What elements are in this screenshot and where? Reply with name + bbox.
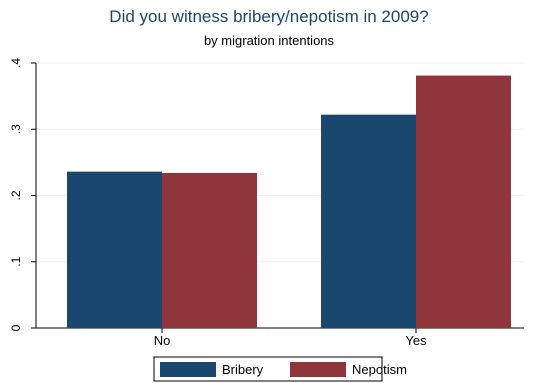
bar-bribery-yes bbox=[321, 114, 416, 328]
legend-swatch-bribery bbox=[160, 362, 216, 377]
x-tick-label: No bbox=[154, 333, 171, 348]
y-tick-label: .3 bbox=[9, 124, 23, 134]
bar-nepotism-yes bbox=[416, 75, 511, 329]
y-axis-ticks: 0 .1 .2 .3 .4 bbox=[9, 58, 36, 331]
y-tick-label: .1 bbox=[9, 256, 23, 266]
x-axis-ticks: No Yes bbox=[154, 328, 427, 348]
chart-title: Did you witness bribery/nepotism in 2009… bbox=[109, 7, 429, 26]
legend: Bribery Nepotism bbox=[153, 356, 407, 382]
x-tick-label: Yes bbox=[405, 333, 427, 348]
chart-subtitle: by migration intentions bbox=[203, 33, 335, 48]
y-tick-label: .4 bbox=[9, 58, 23, 68]
bars bbox=[67, 75, 511, 329]
legend-swatch-nepotism bbox=[290, 362, 346, 377]
bar-nepotism-no bbox=[162, 172, 257, 328]
y-tick-label: .2 bbox=[9, 190, 23, 200]
legend-label-bribery: Bribery bbox=[222, 362, 264, 377]
y-tick-label: 0 bbox=[9, 324, 23, 331]
legend-label-nepotism: Nepotism bbox=[352, 362, 407, 377]
bar-bribery-no bbox=[67, 171, 162, 328]
